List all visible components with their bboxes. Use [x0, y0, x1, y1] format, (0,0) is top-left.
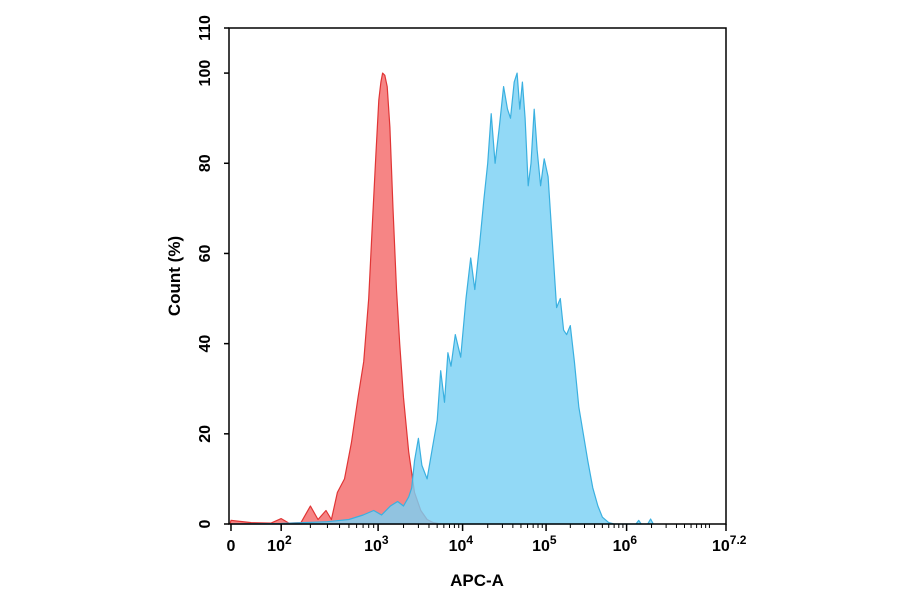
y-tick-label: 40 — [197, 335, 214, 353]
y-tick-label: 20 — [197, 425, 214, 443]
histogram-series-2 — [229, 72, 654, 525]
y-tick-label: 100 — [197, 60, 214, 87]
y-tick-label: 0 — [197, 519, 214, 528]
x-tick-label: 102 — [267, 533, 292, 555]
y-axis: 0 20 40 60 80 100 110 — [197, 15, 229, 528]
y-axis-title: Count (%) — [165, 236, 184, 316]
x-tick-label: 103 — [364, 533, 389, 555]
y-tick-label: 60 — [197, 244, 214, 262]
x-tick-label: 106 — [613, 533, 638, 555]
y-tick-label: 80 — [197, 154, 214, 172]
x-tick-label: 104 — [449, 533, 474, 555]
x-tick-label: 107.2 — [712, 533, 747, 555]
x-tick-label: 0 — [227, 538, 236, 555]
plot-area — [229, 72, 654, 525]
x-axis: 0 102 103 104 105 106 107.2 — [227, 524, 747, 555]
x-axis-title: APC-A — [450, 571, 504, 590]
x-tick-label: 105 — [532, 533, 557, 555]
y-tick-label: 110 — [197, 15, 214, 41]
histogram-series-1 — [229, 72, 442, 525]
plot-frame — [228, 27, 727, 525]
